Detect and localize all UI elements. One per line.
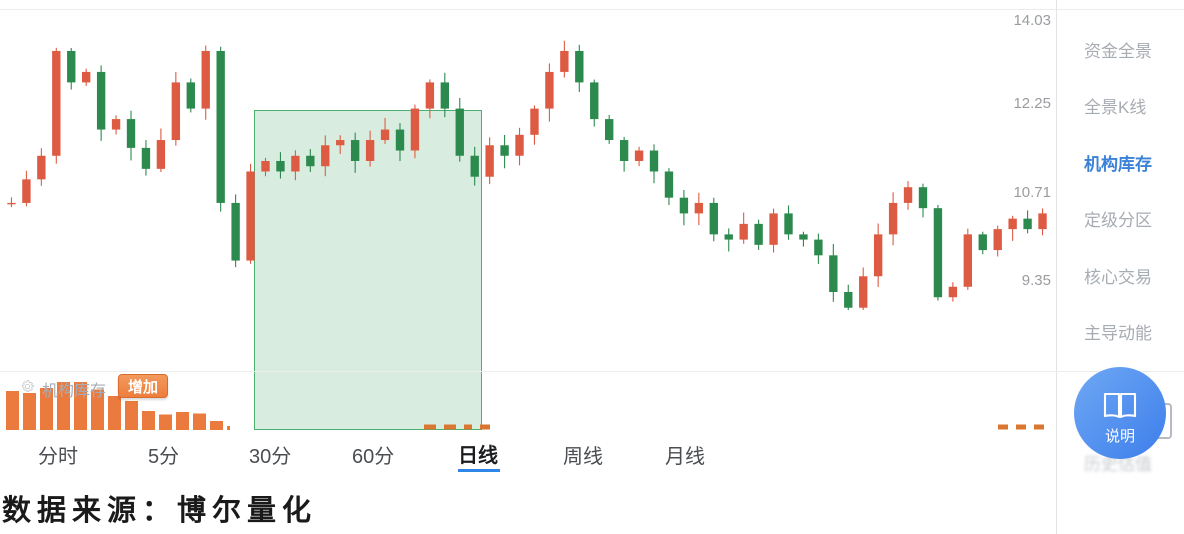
svg-text:说明: 说明 bbox=[1105, 428, 1135, 445]
